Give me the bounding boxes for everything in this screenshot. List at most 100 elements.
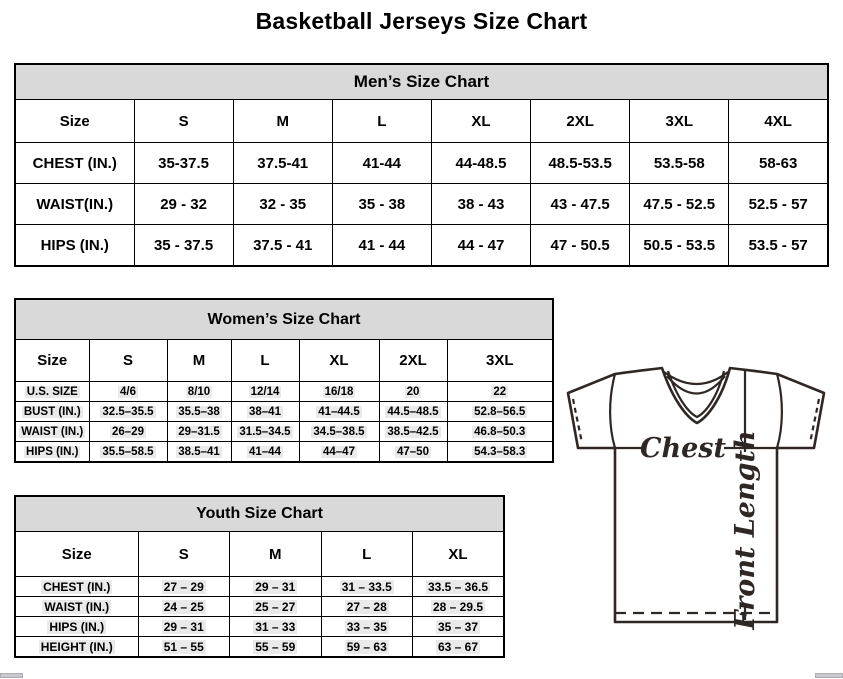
table-cell: 8/10 bbox=[166, 381, 232, 402]
row-label: HIPS (IN.) bbox=[14, 224, 135, 267]
table-cell: 41-44 bbox=[331, 142, 432, 184]
table-cell: 35 - 37.5 bbox=[133, 224, 234, 267]
collar-v-inner bbox=[666, 370, 726, 419]
table-row: CHEST (IN.) 35-37.5 37.5-41 41-44 44-48.… bbox=[14, 142, 829, 184]
table-cell: 37.5 - 41 bbox=[232, 224, 333, 267]
table-cell: 31 – 33.5 bbox=[320, 576, 413, 597]
table-cell: 44.5–48.5 bbox=[378, 401, 448, 422]
youth-column-header-row: Size S M L XL bbox=[14, 531, 505, 577]
column-header: 4XL bbox=[728, 99, 829, 143]
table-row: HEIGHT (IN.) 51 – 55 55 – 59 59 – 63 63 … bbox=[14, 636, 505, 658]
table-cell: 34.5–38.5 bbox=[298, 421, 380, 442]
column-header: M bbox=[166, 339, 232, 382]
column-header: S bbox=[88, 339, 168, 382]
table-cell: 29–31.5 bbox=[166, 421, 232, 442]
jersey-measurement-diagram: Chest Front Length bbox=[558, 364, 838, 630]
mens-size-table: Men’s Size Chart Size S M L XL 2XL 3XL 4… bbox=[14, 63, 829, 267]
table-cell: 33.5 – 36.5 bbox=[412, 576, 505, 597]
mens-table-title: Men’s Size Chart bbox=[14, 63, 829, 100]
table-cell: 47.5 - 52.5 bbox=[629, 183, 730, 225]
armhole-seam-left bbox=[609, 373, 617, 449]
table-cell: 35 – 37 bbox=[412, 616, 505, 637]
table-cell: 22 bbox=[446, 381, 554, 402]
table-cell: 31.5–34.5 bbox=[230, 421, 300, 442]
table-cell: 48.5-53.5 bbox=[530, 142, 631, 184]
table-cell: 51 – 55 bbox=[137, 636, 230, 658]
table-row: WAIST (IN.) 24 – 25 25 – 27 27 – 28 28 –… bbox=[14, 596, 505, 617]
table-cell: 47 - 50.5 bbox=[530, 224, 631, 267]
table-cell: 28 – 29.5 bbox=[412, 596, 505, 617]
table-cell: 41–44 bbox=[230, 441, 300, 463]
table-cell: 53.5-58 bbox=[629, 142, 730, 184]
armhole-seam-right bbox=[775, 373, 783, 449]
column-header: 2XL bbox=[530, 99, 631, 143]
table-row: HIPS (IN.) 29 – 31 31 – 33 33 – 35 35 – … bbox=[14, 616, 505, 637]
table-cell: 35 - 38 bbox=[331, 183, 432, 225]
table-cell: 50.5 - 53.5 bbox=[629, 224, 730, 267]
page-title: Basketball Jerseys Size Chart bbox=[255, 8, 588, 34]
womens-size-table: Women’s Size Chart Size S M L XL 2XL 3XL… bbox=[14, 298, 554, 463]
womens-table-header-band: Women’s Size Chart bbox=[14, 298, 554, 340]
table-cell: 35.5–58.5 bbox=[88, 441, 168, 463]
table-cell: 31 – 33 bbox=[229, 616, 322, 637]
table-cell: 44–47 bbox=[298, 441, 380, 463]
cuff-stitch-right bbox=[808, 398, 821, 444]
table-cell: 29 – 31 bbox=[137, 616, 230, 637]
table-row: CHEST (IN.) 27 – 29 29 – 31 31 – 33.5 33… bbox=[14, 576, 505, 597]
column-header: 3XL bbox=[629, 99, 730, 143]
table-cell: 41–44.5 bbox=[298, 401, 380, 422]
column-header: L bbox=[230, 339, 300, 382]
table-row: WAIST (IN.) 26–29 29–31.5 31.5–34.5 34.5… bbox=[14, 421, 554, 442]
column-header: S bbox=[133, 99, 234, 143]
table-cell: 47–50 bbox=[378, 441, 448, 463]
jersey-diagram-svg: Chest Front Length bbox=[566, 366, 826, 630]
youth-table-title: Youth Size Chart bbox=[14, 495, 505, 532]
table-cell: 35.5–38 bbox=[166, 401, 232, 422]
row-label: HEIGHT (IN.) bbox=[14, 636, 139, 658]
scrollbar-fragment-right[interactable] bbox=[815, 673, 843, 678]
column-header: M bbox=[232, 99, 333, 143]
table-cell: 35-37.5 bbox=[133, 142, 234, 184]
column-header: 3XL bbox=[446, 339, 554, 382]
column-header: XL bbox=[412, 531, 505, 577]
scrollbar-fragment-left[interactable] bbox=[0, 673, 23, 678]
table-cell: 53.5 - 57 bbox=[728, 224, 829, 267]
table-row: BUST (IN.) 32.5–35.5 35.5–38 38–41 41–44… bbox=[14, 401, 554, 422]
jersey-outline bbox=[566, 366, 826, 624]
table-cell: 38.5–42.5 bbox=[378, 421, 448, 442]
table-cell: 24 – 25 bbox=[137, 596, 230, 617]
column-header: M bbox=[229, 531, 322, 577]
table-cell: 37.5-41 bbox=[232, 142, 333, 184]
table-cell: 25 – 27 bbox=[229, 596, 322, 617]
row-label: U.S. SIZE bbox=[14, 381, 90, 402]
row-label: HIPS (IN.) bbox=[14, 441, 90, 463]
table-cell: 59 – 63 bbox=[320, 636, 413, 658]
mens-column-header-row: Size S M L XL 2XL 3XL 4XL bbox=[14, 99, 829, 143]
table-cell: 27 – 29 bbox=[137, 576, 230, 597]
womens-table-title: Women’s Size Chart bbox=[14, 298, 554, 340]
table-cell: 46.8–50.3 bbox=[446, 421, 554, 442]
table-cell: 27 – 28 bbox=[320, 596, 413, 617]
table-cell: 52.8–56.5 bbox=[446, 401, 554, 422]
youth-table-header-band: Youth Size Chart bbox=[14, 495, 505, 532]
cuff-stitch-left bbox=[571, 398, 584, 444]
table-row: HIPS (IN.) 35 - 37.5 37.5 - 41 41 - 44 4… bbox=[14, 224, 829, 267]
column-header: XL bbox=[298, 339, 380, 382]
table-cell: 55 – 59 bbox=[229, 636, 322, 658]
table-cell: 26–29 bbox=[88, 421, 168, 442]
chest-label: Chest bbox=[640, 433, 726, 464]
row-label: CHEST (IN.) bbox=[14, 142, 135, 184]
table-cell: 32 - 35 bbox=[232, 183, 333, 225]
column-header: Size bbox=[14, 339, 90, 382]
column-header: Size bbox=[14, 99, 135, 143]
table-cell: 16/18 bbox=[298, 381, 380, 402]
table-cell: 38.5–41 bbox=[166, 441, 232, 463]
table-row: WAIST(IN.) 29 - 32 32 - 35 35 - 38 38 - … bbox=[14, 183, 829, 225]
table-cell: 29 – 31 bbox=[229, 576, 322, 597]
row-label: WAIST(IN.) bbox=[14, 183, 135, 225]
table-cell: 52.5 - 57 bbox=[728, 183, 829, 225]
table-cell: 12/14 bbox=[230, 381, 300, 402]
row-label: HIPS (IN.) bbox=[14, 616, 139, 637]
table-row: HIPS (IN.) 35.5–58.5 38.5–41 41–44 44–47… bbox=[14, 441, 554, 463]
column-header: 2XL bbox=[378, 339, 448, 382]
